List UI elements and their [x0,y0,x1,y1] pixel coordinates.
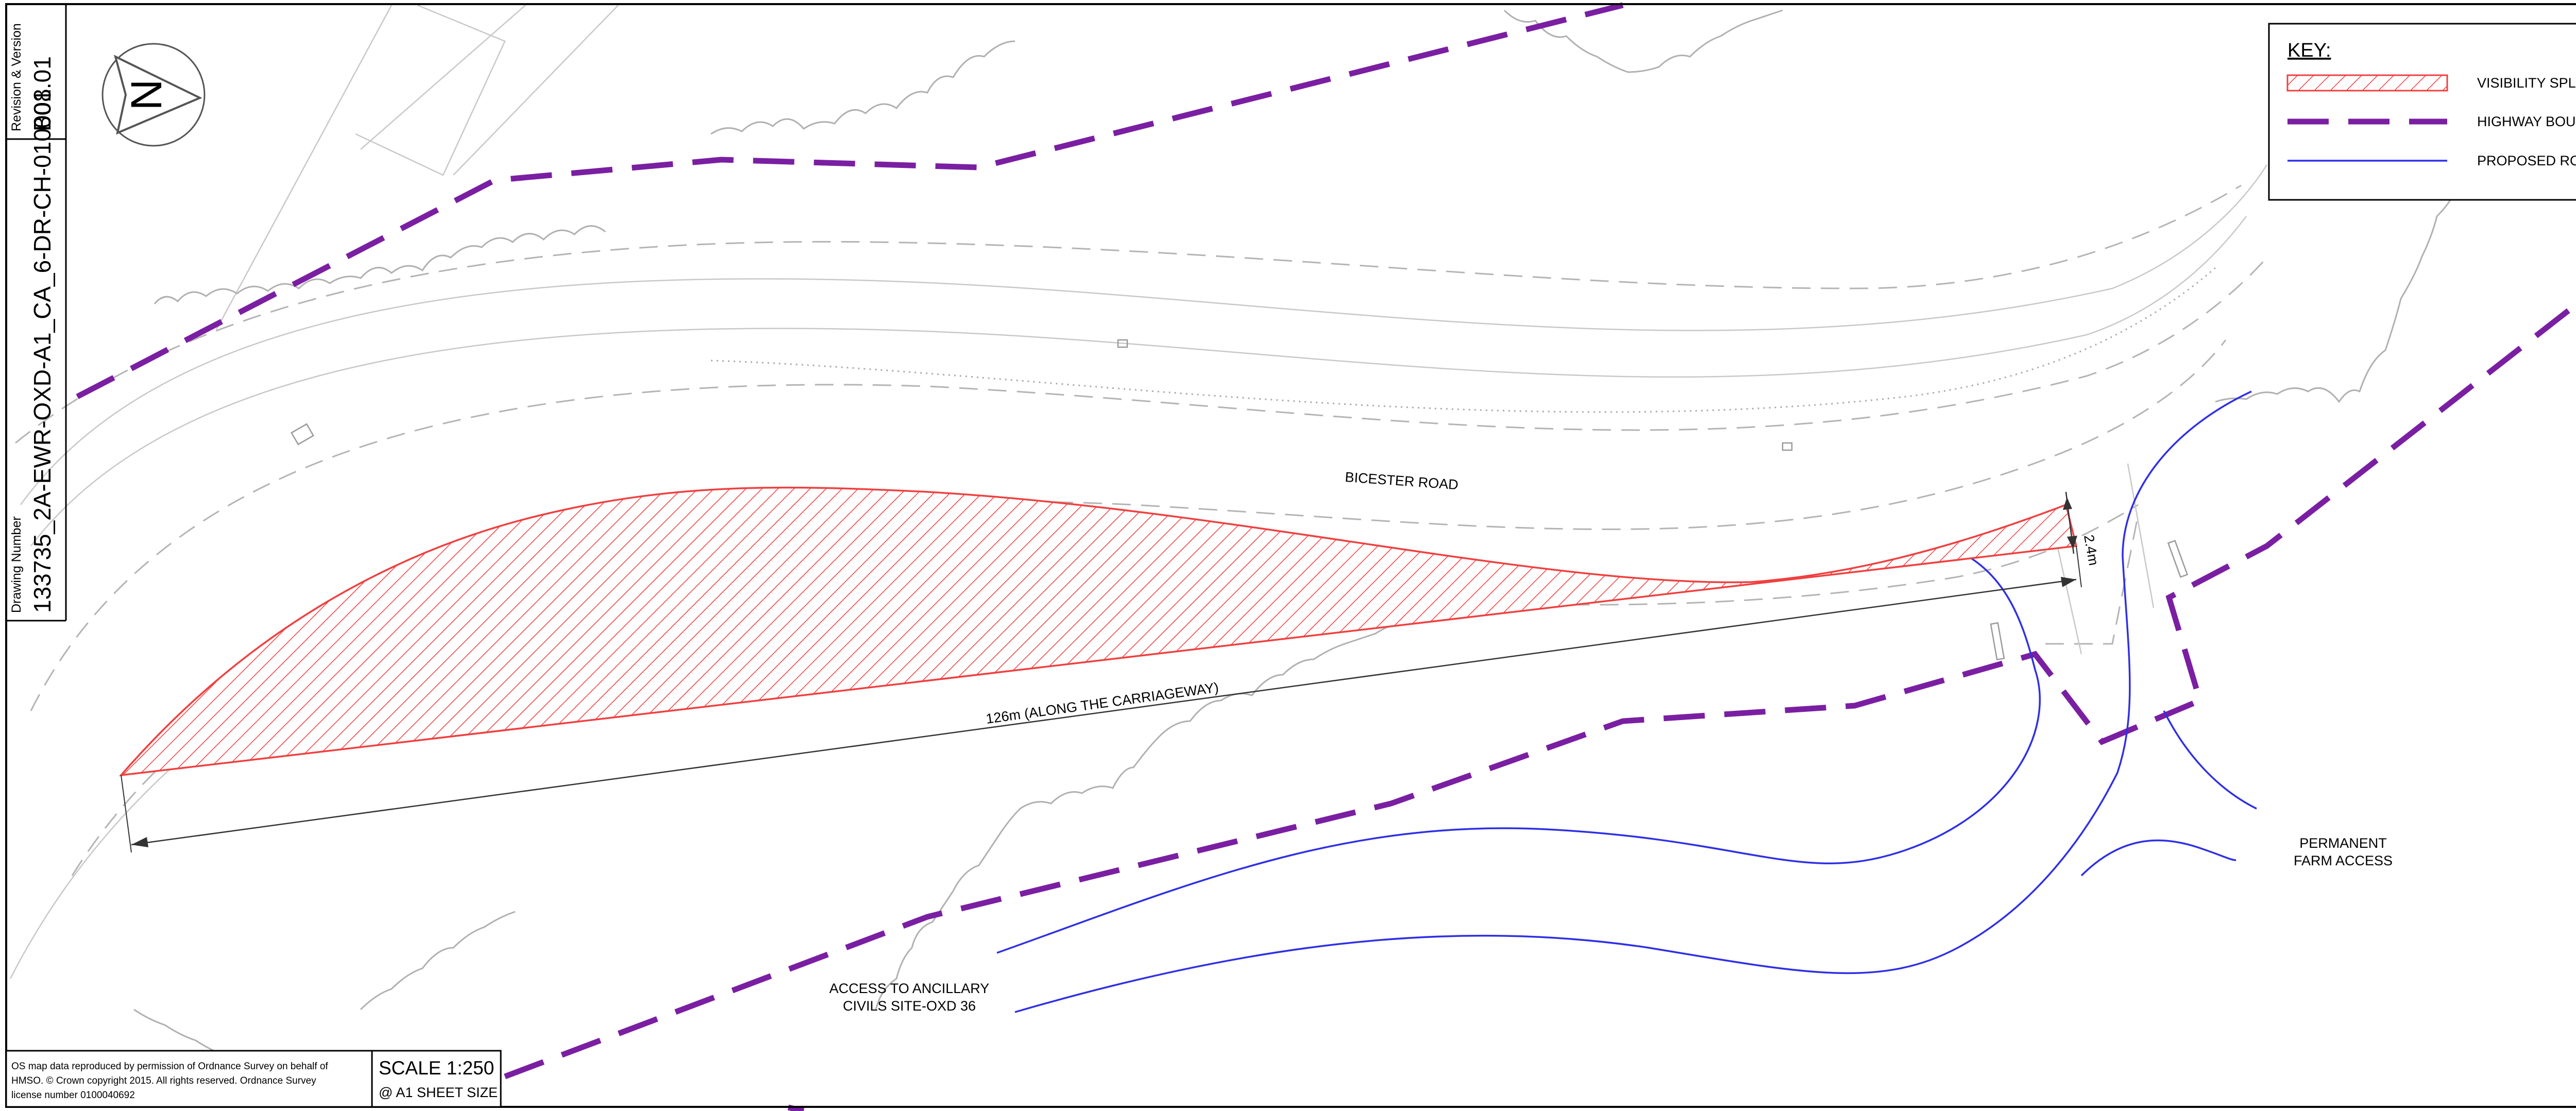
road-edge-north-inner [30,216,2247,546]
building-outline [355,4,506,176]
key-frame [2268,23,2576,201]
ancillary-access-label-line1: ACCESS TO ANCILLARY [829,981,990,996]
copyright-line-3: license number 0100040692 [11,1090,135,1101]
access-edge-east [2045,515,2139,645]
highway-boundary-north [76,2,1624,399]
track-line-3 [453,5,619,176]
street-furniture-3 [1782,442,1793,451]
key-splay-label: VISIBILITY SPLAY [2477,75,2576,91]
drawing-number-label: Drawing Number [9,516,24,613]
highway-boundaries [76,2,2576,1111]
visibility-splay-main [118,486,2078,777]
key-boundary-label: HIGHWAY BOUNDARY [2477,114,2576,129]
key-title: KEY: [2287,40,2331,61]
ancillary-access-south-edge [1014,390,2252,1013]
hedge-east [2215,154,2474,403]
drawing-key: KEY: VISIBILITY SPLAY HIGHWAY BOUNDARY P… [2268,23,2576,201]
hedge-southwest [360,911,516,1011]
revision-value: B01.01 [29,56,56,131]
key-splay-symbol [2286,74,2448,92]
carriageway-edge-dashed-3 [15,184,2242,444]
dimension-extension-start [121,775,132,853]
copyright-box [5,1050,373,1108]
track-line-1 [215,5,393,330]
ancillary-access-label-line2: CIVILS SITE-OXD 36 [843,998,976,1014]
hedge-north-2 [710,40,1015,135]
hedge-top [1503,9,1783,73]
farm-access-south-edge [2080,839,2236,877]
carriageway-centre-dotted [710,267,2216,413]
access-edge-east-3 [2127,463,2155,608]
street-furniture-2 [291,423,314,446]
ancillary-access-north-edge [996,545,2041,954]
carriageway-edge-dashed-1 [30,257,2268,711]
os-base-map [9,4,2474,1067]
copyright-line-2: HMSO. © Crown copyright 2015. All rights… [11,1075,316,1086]
farm-access-label-line1: PERMANENT [2299,835,2387,851]
scale-label: SCALE 1:250 [379,1057,494,1079]
sheet-frame [5,3,2576,1108]
revision-label: Revision & Version [9,23,24,131]
splay-dimension [121,491,2082,853]
scale-box [371,1050,502,1108]
key-road-edge-label: PROPOSED ROAD EDGE [2477,153,2576,168]
setback-arrow-top [2063,497,2072,510]
bollard-2 [1990,622,2005,661]
street-furniture-1 [1117,339,1128,348]
title-strip: Revision & Version B01.01 Drawing Number… [9,23,56,613]
bollard-1 [2167,540,2189,578]
highway-boundary-bottom [787,1104,805,1111]
splay-length-label: 126m (ALONG THE CARRIAGEWAY) [985,679,1219,727]
sheet-size-label: @ A1 SHEET SIZE [379,1085,498,1100]
farm-access-north-edge [2163,710,2257,810]
footer-block: OS map data reproduced by permission of … [5,1050,502,1108]
north-arrow-icon [113,55,202,135]
copyright-line-1: OS map data reproduced by permission of … [11,1061,328,1072]
setback-label: 2.4m [2081,534,2102,567]
dimension-arrow-start [131,837,148,847]
dimension-line-126m [131,578,2077,846]
highway-boundary-south [504,301,2576,1080]
north-arrow-circle [101,43,206,147]
north-arrow-letter: N [122,79,171,111]
track-line-2 [360,5,526,150]
road-edge-north-outer [20,164,2268,505]
road-name-label: BICESTER ROAD [1345,469,1459,492]
dimension-extension-end [2076,545,2082,588]
drawing-number-value: 133735_2A-EWR-OXD-A1_CA_6-DR-CH-010008 [29,89,56,613]
proposed-road-edges [996,390,2257,1013]
setback-arrow-bottom [2067,536,2077,549]
sheet-border [5,3,2576,1108]
north-arrow: N [101,43,206,147]
dimension-arrow-end [2061,577,2076,587]
farm-access-label-line2: FARM ACCESS [2294,853,2393,868]
hedge-north [154,225,606,304]
